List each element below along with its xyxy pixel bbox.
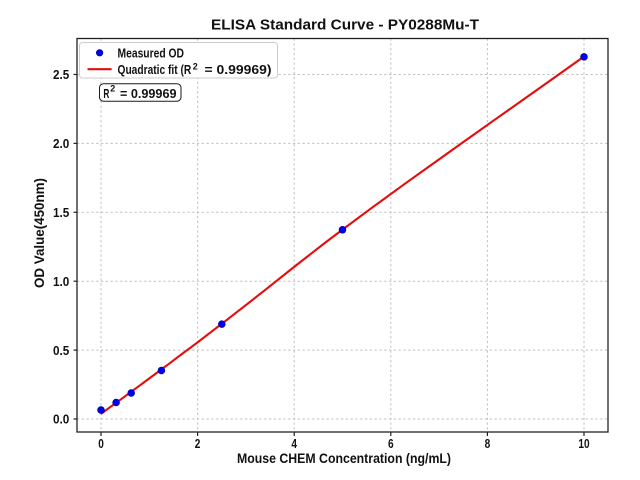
svg-text:10: 10 [578, 436, 589, 451]
svg-text:1.0: 1.0 [53, 274, 69, 289]
svg-text:Quadratic fit (R: Quadratic fit (R [118, 63, 192, 77]
svg-text:0: 0 [98, 436, 104, 451]
svg-text:Measured OD: Measured OD [118, 47, 185, 61]
svg-text:2: 2 [193, 62, 198, 72]
svg-text:1.5: 1.5 [53, 205, 69, 220]
svg-text:6: 6 [388, 436, 394, 451]
svg-text:2.0: 2.0 [53, 136, 69, 151]
svg-text:4: 4 [291, 436, 297, 451]
svg-text:0.5: 0.5 [53, 343, 69, 358]
svg-text:= 0.99969): = 0.99969) [205, 63, 272, 77]
svg-text:OD Value(450nm): OD Value(450nm) [32, 178, 47, 288]
svg-text:= 0.99969: = 0.99969 [120, 86, 177, 101]
svg-text:ELISA Standard Curve - PY0288M: ELISA Standard Curve - PY0288Mu-T [211, 18, 479, 34]
svg-text:R: R [103, 86, 109, 101]
svg-text:2: 2 [110, 84, 115, 94]
svg-text:2: 2 [195, 436, 201, 451]
svg-text:Mouse CHEM Concentration (ng/m: Mouse CHEM Concentration (ng/mL) [237, 451, 451, 466]
svg-text:0.0: 0.0 [53, 412, 69, 427]
svg-text:2.5: 2.5 [53, 67, 69, 82]
svg-text:8: 8 [485, 436, 491, 451]
